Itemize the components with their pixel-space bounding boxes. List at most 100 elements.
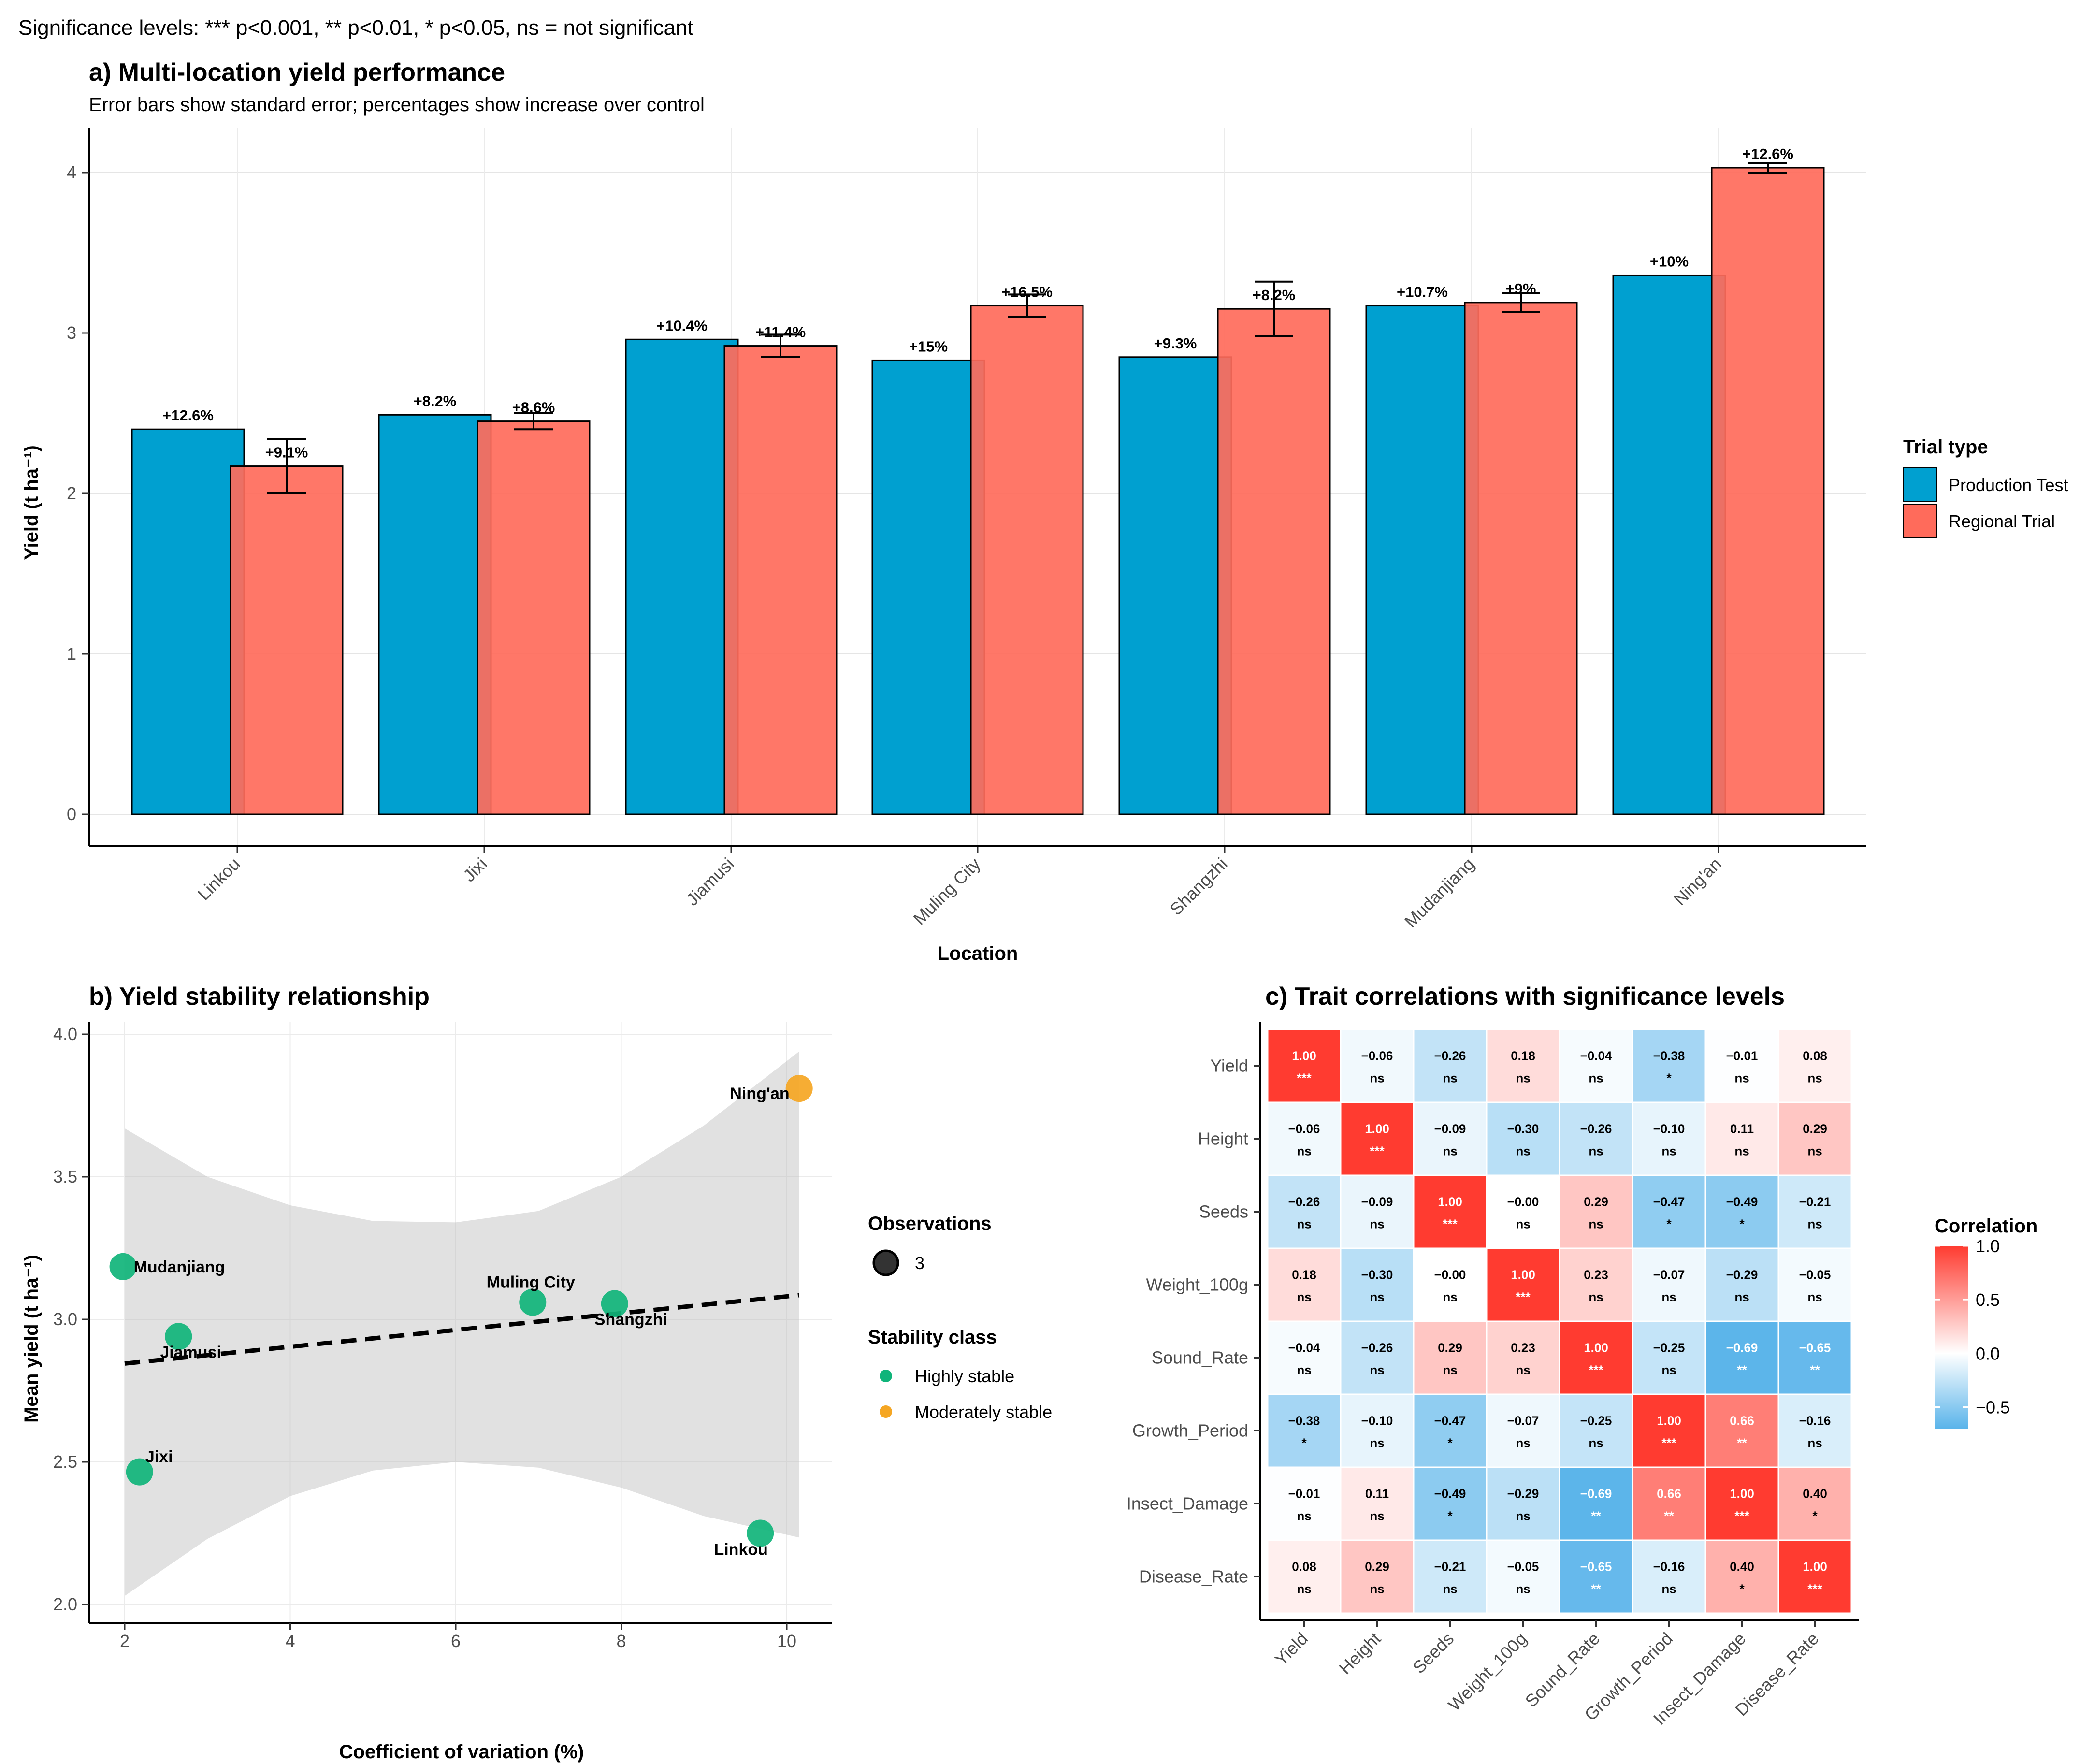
y-tick-label: 3 bbox=[67, 323, 76, 343]
cell-significance: *** bbox=[1443, 1217, 1458, 1231]
cell-significance: ns bbox=[1807, 1290, 1822, 1304]
y-tick-label: 2.0 bbox=[53, 1594, 77, 1614]
cell-significance: ns bbox=[1516, 1582, 1530, 1596]
cell-fill bbox=[1267, 1174, 1342, 1249]
cell-value: 0.18 bbox=[1511, 1049, 1535, 1063]
x-tick-label: 8 bbox=[616, 1631, 626, 1651]
cell-fill bbox=[1486, 1539, 1560, 1614]
cell-significance: *** bbox=[1661, 1436, 1676, 1450]
cell-insect-damage-yield: −0.01 ns bbox=[1267, 1466, 1342, 1541]
bar-production-test-shangzhi bbox=[1118, 356, 1232, 815]
cell-fill bbox=[1486, 1101, 1560, 1176]
cell-fill bbox=[1559, 1247, 1633, 1322]
cell-weight-100g-yield: 0.18 ns bbox=[1267, 1247, 1342, 1322]
bar-regional-trial-mudanjiang bbox=[1464, 302, 1578, 815]
cell-fill bbox=[1777, 1320, 1852, 1395]
cell-growth-period-growth-period: 1.00 *** bbox=[1632, 1393, 1706, 1468]
cell-height-weight-100g: −0.30 ns bbox=[1486, 1101, 1560, 1176]
cell-height-sound-rate: −0.26 ns bbox=[1559, 1101, 1633, 1176]
cell-significance: ns bbox=[1443, 1582, 1457, 1596]
bar-production-test-jixi bbox=[378, 414, 492, 815]
legend-observations-title: Observations bbox=[868, 1213, 992, 1234]
cell-fill bbox=[1340, 1247, 1415, 1322]
legend-moderately-stable-dot bbox=[880, 1405, 892, 1418]
x-tick-label-height: Height bbox=[1335, 1629, 1385, 1678]
cell-significance: *** bbox=[1807, 1582, 1822, 1596]
point-label-shangzhi: Shangzhi bbox=[594, 1311, 667, 1329]
cell-value: −0.49 bbox=[1726, 1195, 1758, 1209]
bar-regional-trial-jixi bbox=[477, 420, 591, 815]
cell-seeds-weight-100g: −0.00 ns bbox=[1486, 1174, 1560, 1249]
cell-significance: *** bbox=[1297, 1071, 1312, 1085]
cell-significance: ns bbox=[1807, 1436, 1822, 1450]
cell-disease-rate-yield: 0.08 ns bbox=[1267, 1539, 1342, 1614]
cell-weight-100g-disease-rate: −0.05 ns bbox=[1777, 1247, 1852, 1322]
cell-value: −0.21 bbox=[1434, 1560, 1466, 1574]
cell-yield-sound-rate: −0.04 ns bbox=[1559, 1028, 1633, 1103]
cell-fill bbox=[1267, 1320, 1342, 1395]
panel-a-bars bbox=[131, 167, 1825, 815]
cell-fill bbox=[1413, 1028, 1488, 1103]
cell-seeds-seeds: 1.00 *** bbox=[1413, 1174, 1488, 1249]
cell-fill bbox=[1704, 1174, 1779, 1249]
cell-fill bbox=[1777, 1539, 1852, 1614]
cell-fill bbox=[1413, 1174, 1488, 1249]
cell-fill bbox=[1486, 1028, 1560, 1103]
cell-significance: ns bbox=[1589, 1144, 1603, 1158]
cell-significance: ns bbox=[1516, 1144, 1530, 1158]
cell-fill bbox=[1777, 1174, 1852, 1249]
cell-sound-rate-insect-damage: −0.69 ** bbox=[1704, 1320, 1779, 1395]
cell-disease-rate-seeds: −0.21 ns bbox=[1413, 1539, 1488, 1614]
label-regional-trial-linkou: +9.1% bbox=[265, 444, 308, 461]
bar-production-test-ning-an bbox=[1612, 274, 1726, 815]
cell-significance: ns bbox=[1370, 1509, 1384, 1523]
cell-value: −0.49 bbox=[1434, 1487, 1466, 1501]
cell-value: −0.16 bbox=[1653, 1560, 1685, 1574]
cell-yield-seeds: −0.26 ns bbox=[1413, 1028, 1488, 1103]
cell-value: −0.47 bbox=[1653, 1195, 1685, 1209]
cell-significance: ns bbox=[1734, 1071, 1749, 1085]
label-production-test-linkou: +12.6% bbox=[162, 407, 214, 424]
panel-a-error-bars bbox=[267, 162, 1787, 494]
panel-b-scatter-chart: b) Yield stability relationship Mudanjia… bbox=[21, 983, 1052, 1763]
cell-significance: * bbox=[1447, 1436, 1453, 1450]
cell-significance: ns bbox=[1370, 1217, 1384, 1231]
cell-value: −0.38 bbox=[1288, 1414, 1320, 1428]
cell-growth-period-insect-damage: 0.66 ** bbox=[1704, 1393, 1779, 1468]
cell-yield-growth-period: −0.38 * bbox=[1632, 1028, 1706, 1103]
cell-weight-100g-height: −0.30 ns bbox=[1340, 1247, 1415, 1322]
legend-swatch-production-test bbox=[1903, 467, 1937, 502]
point-label-jixi: Jixi bbox=[145, 1448, 173, 1466]
x-tick-label-seeds: Seeds bbox=[1409, 1629, 1458, 1677]
bar-regional-trial-jiamusi bbox=[723, 345, 838, 815]
cell-yield-yield: 1.00 *** bbox=[1267, 1028, 1342, 1103]
cell-insect-damage-growth-period: 0.66 ** bbox=[1632, 1466, 1706, 1541]
cell-value: 0.29 bbox=[1365, 1560, 1389, 1574]
point-label-mudanjiang: Mudanjiang bbox=[134, 1258, 225, 1276]
cell-value: 0.08 bbox=[1292, 1560, 1316, 1574]
panel-b-confidence-band bbox=[125, 1051, 799, 1596]
cell-insect-damage-height: 0.11 ns bbox=[1340, 1466, 1415, 1541]
y-tick-label: 3.5 bbox=[53, 1167, 77, 1186]
significance-caption: Significance levels: *** p<0.001, ** p<0… bbox=[18, 16, 693, 40]
cell-value: 0.11 bbox=[1730, 1122, 1754, 1136]
cell-fill bbox=[1632, 1320, 1706, 1395]
cell-significance: *** bbox=[1370, 1144, 1385, 1158]
cell-fill bbox=[1413, 1539, 1488, 1614]
cell-fill bbox=[1486, 1174, 1560, 1249]
y-tick-label-height: Height bbox=[1198, 1129, 1248, 1149]
cell-significance: ns bbox=[1297, 1217, 1311, 1231]
x-tick-label-muling-city: Muling City bbox=[910, 854, 984, 929]
cell-fill bbox=[1267, 1247, 1342, 1322]
cell-significance: ns bbox=[1297, 1363, 1311, 1377]
cell-significance: ns bbox=[1443, 1290, 1457, 1304]
cell-significance: * bbox=[1739, 1217, 1745, 1231]
y-tick-label-insect-damage: Insect_Damage bbox=[1127, 1494, 1248, 1514]
cell-value: −0.06 bbox=[1288, 1122, 1320, 1136]
legend-correlation-colorbar bbox=[1935, 1246, 1968, 1429]
cell-significance: ns bbox=[1516, 1363, 1530, 1377]
x-tick-label: 6 bbox=[451, 1631, 461, 1651]
cell-significance: ** bbox=[1810, 1363, 1820, 1377]
cell-significance: ns bbox=[1589, 1436, 1603, 1450]
cell-height-height: 1.00 *** bbox=[1340, 1101, 1415, 1176]
